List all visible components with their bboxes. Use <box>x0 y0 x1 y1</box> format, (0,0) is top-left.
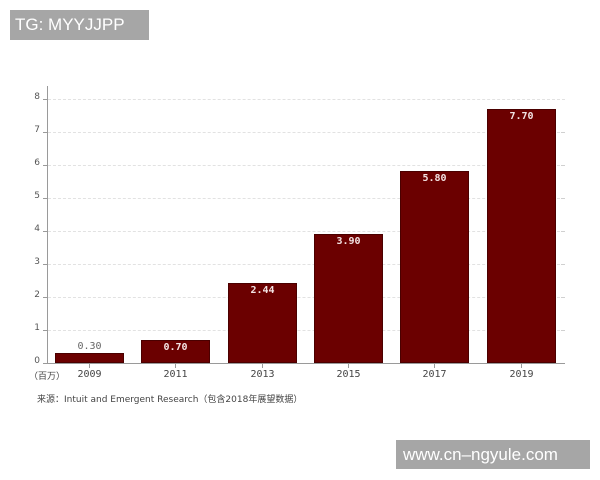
y-tick-label: 8 <box>34 92 40 102</box>
gridline <box>48 297 565 298</box>
x-tick <box>521 364 522 368</box>
gridline <box>48 165 565 166</box>
bar-2015 <box>314 234 383 363</box>
y-tick <box>43 231 47 232</box>
y-tick <box>43 297 47 298</box>
y-tick <box>43 330 47 331</box>
gridline <box>48 330 565 331</box>
value-label: 7.70 <box>509 111 534 122</box>
y-tick-label: 4 <box>34 224 40 234</box>
y-tick <box>43 99 47 100</box>
x-tick <box>262 364 263 368</box>
y-tick <box>43 165 47 166</box>
x-tick-label: 2019 <box>509 369 534 380</box>
value-label: 5.80 <box>422 173 447 184</box>
x-tick <box>348 364 349 368</box>
y-tick-label: 0 <box>34 356 40 366</box>
y-tick <box>43 264 47 265</box>
y-unit-label: （百万） <box>29 372 66 382</box>
gridline <box>48 132 565 133</box>
right-tick <box>561 264 565 265</box>
x-tick-label: 2009 <box>77 369 102 380</box>
value-label: 0.30 <box>77 341 102 352</box>
x-tick-label: 2017 <box>422 369 447 380</box>
y-axis <box>47 86 48 364</box>
x-tick-label: 2015 <box>336 369 361 380</box>
bar-2017 <box>400 171 469 363</box>
x-tick <box>434 364 435 368</box>
y-tick <box>43 198 47 199</box>
gridline <box>48 231 565 232</box>
gridline <box>48 198 565 199</box>
x-axis <box>47 363 565 364</box>
y-tick <box>43 363 47 364</box>
gridline <box>48 264 565 265</box>
watermark-bottom: www.cn–ngyule.com <box>396 440 590 469</box>
value-label: 0.70 <box>163 342 188 353</box>
bar-2009 <box>55 353 124 363</box>
y-tick-label: 7 <box>34 125 40 135</box>
gridline <box>48 99 565 100</box>
y-tick-label: 2 <box>34 290 40 300</box>
right-tick <box>561 132 565 133</box>
source-note: 来源：Intuit and Emergent Research（包含2018年展… <box>37 395 303 405</box>
right-tick <box>561 165 565 166</box>
y-tick-label: 1 <box>34 323 40 333</box>
bar-2013 <box>228 283 297 363</box>
watermark-top: TG: MYYJJPP <box>10 10 149 40</box>
x-tick-label: 2013 <box>250 369 275 380</box>
y-tick <box>43 132 47 133</box>
x-tick <box>175 364 176 368</box>
x-tick <box>89 364 90 368</box>
right-tick <box>561 330 565 331</box>
bar-2011 <box>141 340 210 363</box>
value-label: 2.44 <box>250 285 275 296</box>
y-tick-label: 5 <box>34 191 40 201</box>
right-tick <box>561 297 565 298</box>
right-tick <box>561 231 565 232</box>
y-tick-label: 3 <box>34 257 40 267</box>
right-tick <box>561 198 565 199</box>
y-tick-label: 6 <box>34 158 40 168</box>
value-label: 3.90 <box>336 236 361 247</box>
bar-2019 <box>487 109 556 363</box>
x-tick-label: 2011 <box>163 369 188 380</box>
